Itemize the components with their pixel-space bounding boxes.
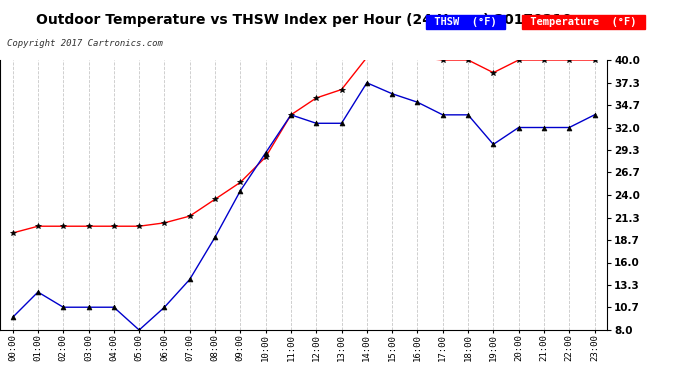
Text: THSW  (°F): THSW (°F) [428,17,503,27]
Text: Copyright 2017 Cartronics.com: Copyright 2017 Cartronics.com [7,39,163,48]
Text: Outdoor Temperature vs THSW Index per Hour (24 Hours) 20170210: Outdoor Temperature vs THSW Index per Ho… [36,13,571,27]
Text: Temperature  (°F): Temperature (°F) [524,17,643,27]
